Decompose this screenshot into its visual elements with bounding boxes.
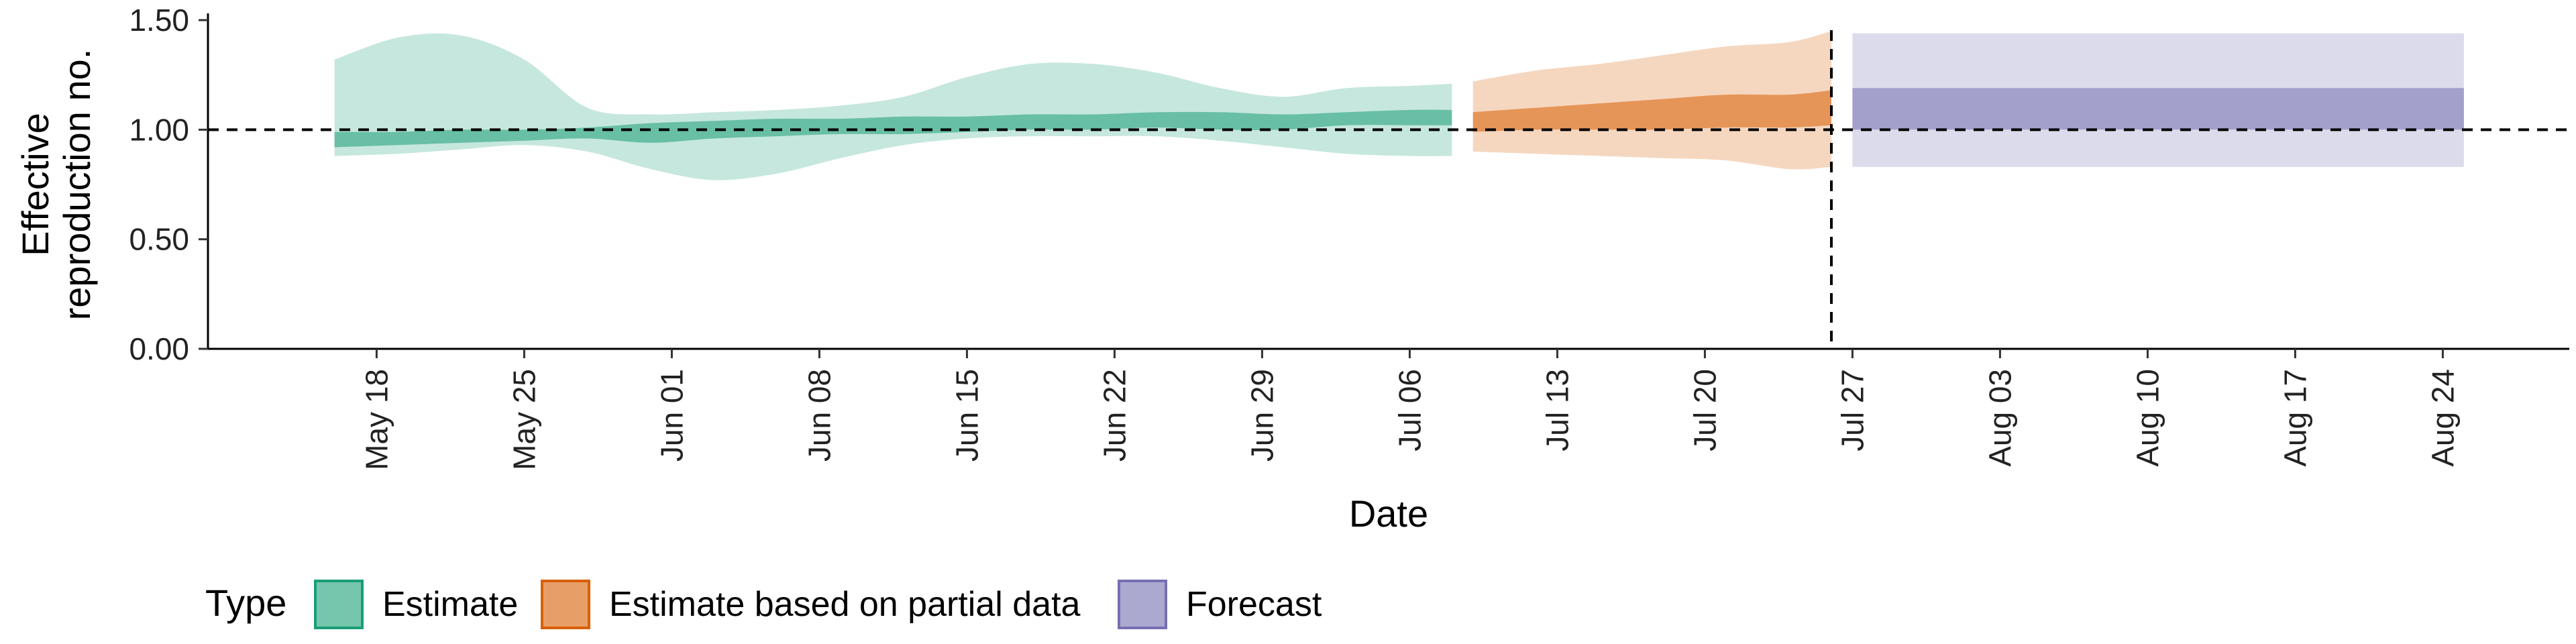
outer-band-estimate	[334, 33, 1452, 180]
legend-title: Type	[205, 582, 286, 624]
y-axis-title-line: Effective	[14, 113, 56, 256]
x-tick-label: Jul 13	[1540, 369, 1574, 451]
legend-items: Estimate Estimate based on partial data Fo…	[314, 580, 1322, 629]
x-tick-label: Jun 01	[654, 369, 689, 462]
legend-label: Forecast	[1186, 585, 1322, 624]
y-axis-title: Effective reproduction no.	[14, 49, 98, 321]
x-tick-label: Aug 17	[2277, 369, 2312, 467]
y-axis-title-line: reproduction no.	[56, 49, 98, 321]
y-tick-label: 1.00	[129, 112, 189, 147]
x-tick-label: Aug 24	[2425, 369, 2460, 467]
legend-key-estimate	[314, 580, 364, 629]
y-tick-label: 0.50	[129, 222, 189, 257]
x-axis-title: Date	[1349, 492, 1428, 535]
inner-band-forecast	[1852, 88, 2464, 130]
x-tick-label: Aug 03	[1982, 369, 2017, 467]
y-axis: 0.00 0.50 1.00 1.50	[129, 3, 208, 366]
x-tick-label: Jun 29	[1244, 369, 1279, 462]
x-axis: May 18 May 25 Jun 01 Jun 08 Jun 15 Jun 22 Jun …	[359, 349, 2460, 470]
x-tick-label: Jul 06	[1392, 369, 1427, 451]
legend: Type Estimate Estimate based on partial d…	[205, 580, 1322, 629]
inner-band-estimate-based-on-partial-data	[1472, 90, 1831, 132]
x-tick-label: Jul 27	[1835, 369, 1870, 451]
x-tick-label: Jul 20	[1687, 369, 1722, 451]
y-tick-label: 0.00	[129, 331, 189, 366]
legend-label: Estimate	[382, 585, 518, 624]
legend-key-estimate-based-on-partial-data	[541, 580, 590, 629]
x-tick-label: Jun 15	[949, 369, 984, 462]
legend-key-forecast	[1118, 580, 1167, 629]
x-tick-label: May 18	[359, 369, 394, 470]
x-tick-label: Jun 22	[1097, 369, 1132, 462]
x-tick-label: May 25	[506, 369, 541, 470]
y-tick-label: 1.50	[129, 3, 189, 38]
ribbon-layer	[334, 31, 2464, 180]
legend-label: Estimate based on partial data	[609, 585, 1081, 624]
x-tick-label: Aug 10	[2130, 369, 2165, 467]
x-tick-label: Jun 08	[802, 369, 837, 462]
